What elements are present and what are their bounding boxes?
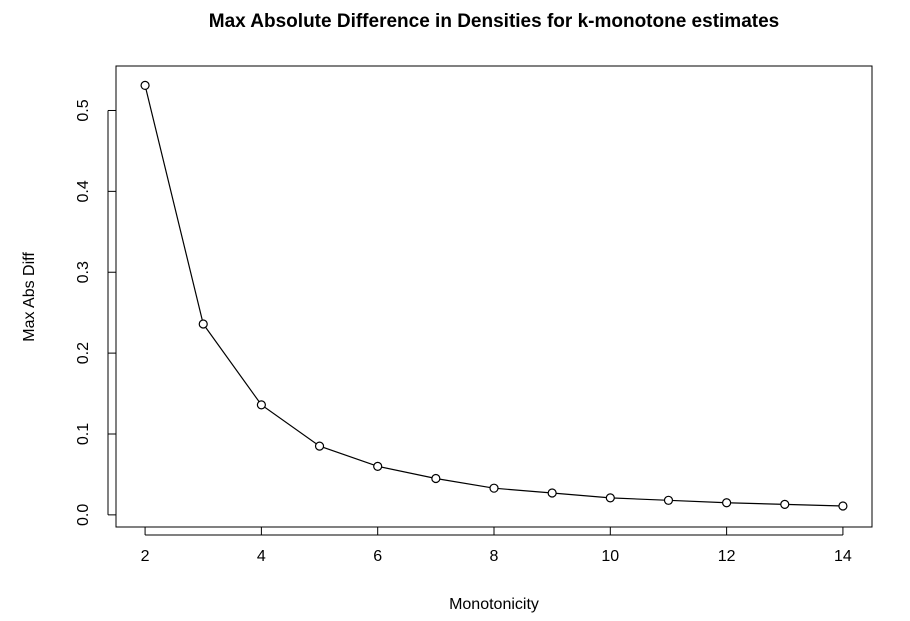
y-tick-label: 0.5 — [75, 99, 92, 121]
point — [198, 319, 208, 329]
y-tick-label: 0.2 — [75, 342, 92, 364]
x-tick-label: 14 — [834, 548, 852, 565]
chart-title: Max Absolute Difference in Densities for… — [209, 11, 779, 32]
plot-frame — [115, 65, 873, 528]
x-tick-label: 12 — [718, 548, 736, 565]
point — [663, 495, 674, 505]
x-axis-label: Monotonicity — [449, 596, 539, 613]
y-tick-label: 0.1 — [75, 423, 92, 445]
point — [373, 461, 383, 471]
x-tick-label: 8 — [490, 548, 499, 565]
point — [140, 80, 150, 91]
x-tick-label: 6 — [373, 548, 382, 565]
x-tick-label: 10 — [601, 548, 619, 565]
point — [780, 499, 790, 509]
x-tick-label: 2 — [141, 548, 150, 565]
y-tick-label: 0.0 — [75, 504, 92, 526]
x-tick-label: 4 — [257, 548, 266, 565]
point — [722, 498, 732, 508]
y-tick-label: 0.4 — [75, 180, 92, 202]
point — [489, 483, 499, 493]
series-line — [144, 85, 843, 507]
y-tick-label: 0.3 — [75, 261, 92, 283]
point — [605, 493, 615, 503]
point — [838, 501, 848, 511]
point — [431, 473, 441, 484]
point — [256, 400, 266, 410]
point — [314, 441, 325, 451]
y-axis-label: Max Abs Diff — [21, 252, 38, 342]
point — [547, 488, 557, 498]
